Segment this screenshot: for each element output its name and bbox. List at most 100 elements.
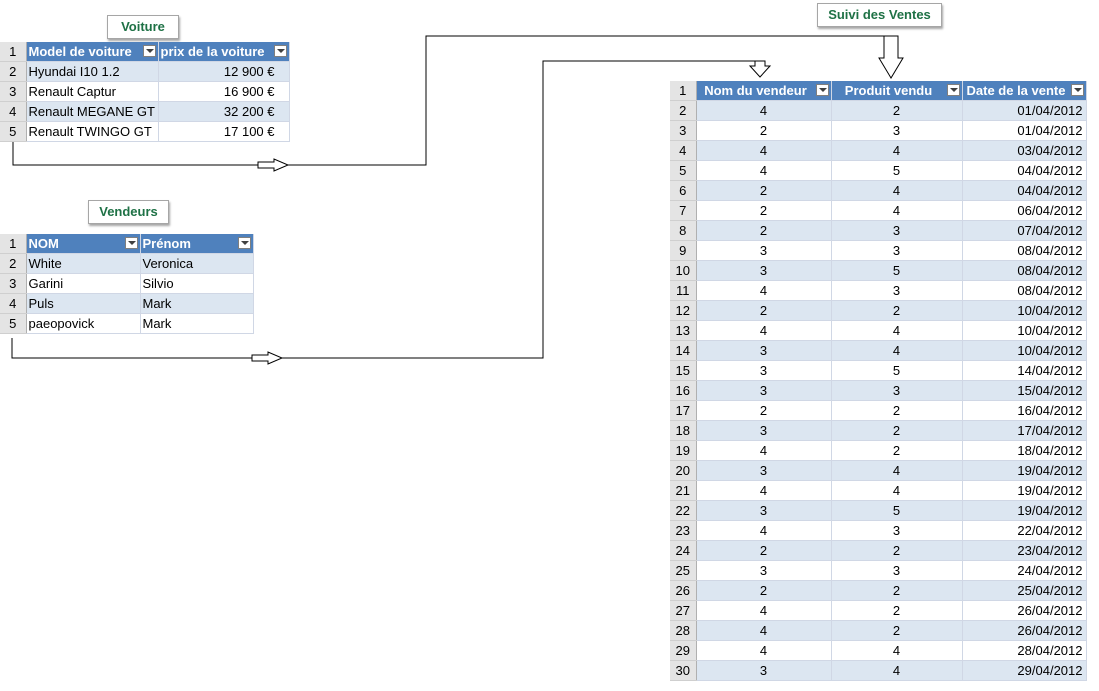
ventes-cell[interactable]: 14/04/2012 bbox=[962, 360, 1087, 381]
filter-dropdown-icon[interactable] bbox=[237, 237, 251, 249]
ventes-cell[interactable]: 3 bbox=[696, 240, 832, 261]
ventes-cell[interactable]: 4 bbox=[831, 200, 963, 221]
ventes-cell[interactable]: 2 bbox=[831, 100, 963, 121]
ventes-cell[interactable]: 15/04/2012 bbox=[962, 380, 1087, 401]
row-number[interactable]: 28 bbox=[670, 620, 697, 641]
ventes-cell[interactable]: 18/04/2012 bbox=[962, 440, 1087, 461]
ventes-cell[interactable]: 4 bbox=[831, 340, 963, 361]
row-number[interactable]: 4 bbox=[670, 140, 697, 161]
filter-dropdown-icon[interactable] bbox=[142, 45, 156, 57]
row-number[interactable]: 25 bbox=[670, 560, 697, 581]
ventes-cell[interactable]: 2 bbox=[696, 220, 832, 241]
ventes-cell[interactable]: 19/04/2012 bbox=[962, 500, 1087, 521]
ventes-cell[interactable]: 10/04/2012 bbox=[962, 340, 1087, 361]
ventes-cell[interactable]: 06/04/2012 bbox=[962, 200, 1087, 221]
row-number[interactable]: 27 bbox=[670, 600, 697, 621]
ventes-cell[interactable]: 22/04/2012 bbox=[962, 520, 1087, 541]
ventes-column-header[interactable]: Date de la vente bbox=[962, 81, 1087, 101]
ventes-cell[interactable]: 08/04/2012 bbox=[962, 260, 1087, 281]
voiture-cell[interactable]: 12 900 € bbox=[158, 61, 290, 82]
vendeurs-cell[interactable]: Garini bbox=[26, 273, 141, 294]
ventes-cell[interactable]: 16/04/2012 bbox=[962, 400, 1087, 421]
ventes-cell[interactable]: 4 bbox=[831, 480, 963, 501]
voiture-cell[interactable]: 32 200 € bbox=[158, 101, 290, 122]
ventes-cell[interactable]: 4 bbox=[696, 600, 832, 621]
ventes-cell[interactable]: 08/04/2012 bbox=[962, 240, 1087, 261]
ventes-cell[interactable]: 01/04/2012 bbox=[962, 120, 1087, 141]
ventes-cell[interactable]: 2 bbox=[696, 540, 832, 561]
vendeurs-cell[interactable]: paeopovick bbox=[26, 313, 141, 334]
ventes-cell[interactable]: 2 bbox=[696, 300, 832, 321]
ventes-cell[interactable]: 2 bbox=[831, 440, 963, 461]
vendeurs-cell[interactable]: Silvio bbox=[140, 273, 254, 294]
ventes-cell[interactable]: 4 bbox=[696, 100, 832, 121]
ventes-cell[interactable]: 3 bbox=[696, 360, 832, 381]
ventes-cell[interactable]: 4 bbox=[696, 280, 832, 301]
row-number[interactable]: 4 bbox=[0, 293, 27, 314]
voiture-cell[interactable]: Hyundai I10 1.2 bbox=[26, 61, 159, 82]
row-number[interactable]: 18 bbox=[670, 420, 697, 441]
row-number[interactable]: 14 bbox=[670, 340, 697, 361]
ventes-cell[interactable]: 5 bbox=[831, 500, 963, 521]
filter-dropdown-icon[interactable] bbox=[124, 237, 138, 249]
ventes-cell[interactable]: 3 bbox=[696, 260, 832, 281]
ventes-cell[interactable]: 3 bbox=[696, 420, 832, 441]
row-number[interactable]: 22 bbox=[670, 500, 697, 521]
ventes-cell[interactable]: 2 bbox=[831, 400, 963, 421]
ventes-cell[interactable]: 2 bbox=[831, 580, 963, 601]
row-number[interactable]: 6 bbox=[670, 180, 697, 201]
row-number[interactable]: 2 bbox=[0, 253, 27, 274]
row-number[interactable]: 16 bbox=[670, 380, 697, 401]
filter-dropdown-icon[interactable] bbox=[1070, 84, 1084, 96]
ventes-cell[interactable]: 25/04/2012 bbox=[962, 580, 1087, 601]
ventes-cell[interactable]: 3 bbox=[696, 340, 832, 361]
voiture-cell[interactable]: Renault MEGANE GT bbox=[26, 101, 159, 122]
ventes-cell[interactable]: 2 bbox=[696, 400, 832, 421]
vendeurs-cell[interactable]: Veronica bbox=[140, 253, 254, 274]
ventes-cell[interactable]: 3 bbox=[696, 380, 832, 401]
ventes-cell[interactable]: 17/04/2012 bbox=[962, 420, 1087, 441]
filter-dropdown-icon[interactable] bbox=[946, 84, 960, 96]
ventes-cell[interactable]: 3 bbox=[831, 520, 963, 541]
ventes-cell[interactable]: 4 bbox=[831, 460, 963, 481]
ventes-cell[interactable]: 3 bbox=[831, 560, 963, 581]
row-number[interactable]: 1 bbox=[0, 234, 27, 254]
ventes-cell[interactable]: 01/04/2012 bbox=[962, 100, 1087, 121]
row-number[interactable]: 24 bbox=[670, 540, 697, 561]
ventes-column-header[interactable]: Nom du vendeur bbox=[696, 81, 832, 101]
row-number[interactable]: 2 bbox=[0, 61, 27, 82]
ventes-cell[interactable]: 2 bbox=[831, 420, 963, 441]
voiture-cell[interactable]: 16 900 € bbox=[158, 81, 290, 102]
row-number[interactable]: 1 bbox=[670, 81, 697, 101]
ventes-cell[interactable]: 04/04/2012 bbox=[962, 180, 1087, 201]
vendeurs-column-header[interactable]: Prénom bbox=[140, 234, 254, 254]
row-number[interactable]: 2 bbox=[670, 100, 697, 121]
ventes-cell[interactable]: 4 bbox=[831, 320, 963, 341]
ventes-cell[interactable]: 5 bbox=[831, 360, 963, 381]
voiture-column-header[interactable]: prix de la voiture bbox=[158, 42, 290, 62]
row-number[interactable]: 26 bbox=[670, 580, 697, 601]
ventes-column-header[interactable]: Produit vendu bbox=[831, 81, 963, 101]
row-number[interactable]: 3 bbox=[0, 81, 27, 102]
ventes-cell[interactable]: 4 bbox=[696, 140, 832, 161]
ventes-cell[interactable]: 3 bbox=[696, 460, 832, 481]
vendeurs-cell[interactable]: White bbox=[26, 253, 141, 274]
ventes-cell[interactable]: 2 bbox=[831, 620, 963, 641]
row-number[interactable]: 8 bbox=[670, 220, 697, 241]
ventes-cell[interactable]: 3 bbox=[831, 240, 963, 261]
row-number[interactable]: 10 bbox=[670, 260, 697, 281]
ventes-cell[interactable]: 4 bbox=[696, 620, 832, 641]
ventes-cell[interactable]: 4 bbox=[696, 160, 832, 181]
ventes-cell[interactable]: 3 bbox=[831, 120, 963, 141]
row-number[interactable]: 5 bbox=[0, 313, 27, 334]
ventes-cell[interactable]: 4 bbox=[696, 480, 832, 501]
row-number[interactable]: 20 bbox=[670, 460, 697, 481]
filter-dropdown-icon[interactable] bbox=[815, 84, 829, 96]
row-number[interactable]: 21 bbox=[670, 480, 697, 501]
row-number[interactable]: 19 bbox=[670, 440, 697, 461]
row-number[interactable]: 12 bbox=[670, 300, 697, 321]
row-number[interactable]: 5 bbox=[670, 160, 697, 181]
vendeurs-column-header[interactable]: NOM bbox=[26, 234, 141, 254]
ventes-cell[interactable]: 2 bbox=[831, 300, 963, 321]
ventes-cell[interactable]: 2 bbox=[696, 200, 832, 221]
